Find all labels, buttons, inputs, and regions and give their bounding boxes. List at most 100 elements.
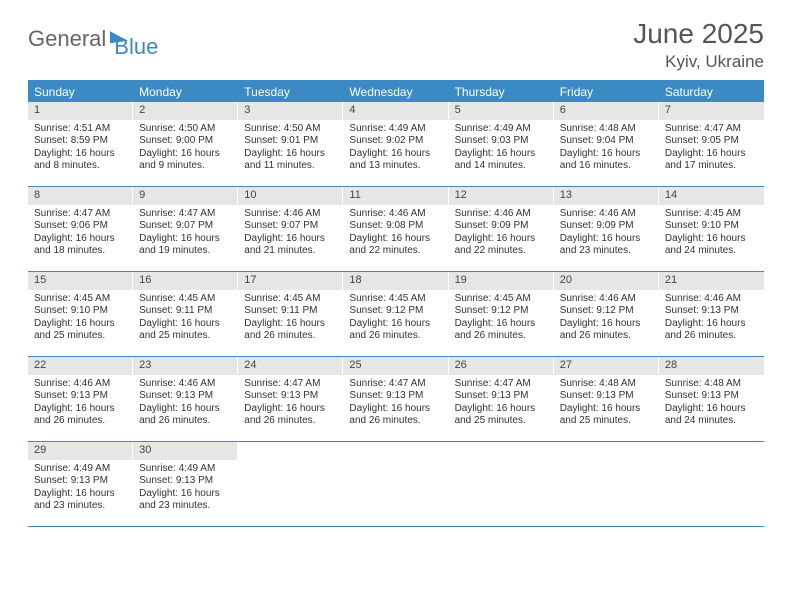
week-row: 8Sunrise: 4:47 AMSunset: 9:06 PMDaylight… xyxy=(28,187,764,272)
sunrise-line: Sunrise: 4:47 AM xyxy=(349,378,442,391)
daylight-line: Daylight: 16 hours and 24 minutes. xyxy=(665,233,758,258)
day-cell: 18Sunrise: 4:45 AMSunset: 9:12 PMDayligh… xyxy=(343,272,448,356)
daylight-line: Daylight: 16 hours and 26 minutes. xyxy=(34,403,127,428)
sunrise-line: Sunrise: 4:46 AM xyxy=(349,208,442,221)
day-body: Sunrise: 4:47 AMSunset: 9:13 PMDaylight:… xyxy=(449,375,554,432)
sunrise-line: Sunrise: 4:48 AM xyxy=(560,378,653,391)
day-body: Sunrise: 4:49 AMSunset: 9:02 PMDaylight:… xyxy=(343,120,448,177)
day-number: 20 xyxy=(554,272,659,290)
sunrise-line: Sunrise: 4:46 AM xyxy=(139,378,232,391)
sunrise-line: Sunrise: 4:50 AM xyxy=(244,123,337,136)
day-number: 2 xyxy=(133,102,238,120)
day-body: Sunrise: 4:45 AMSunset: 9:12 PMDaylight:… xyxy=(343,290,448,347)
sunrise-line: Sunrise: 4:49 AM xyxy=(455,123,548,136)
day-cell xyxy=(449,442,554,526)
week-row: 1Sunrise: 4:51 AMSunset: 8:59 PMDaylight… xyxy=(28,102,764,187)
day-cell: 2Sunrise: 4:50 AMSunset: 9:00 PMDaylight… xyxy=(133,102,238,186)
sunset-line: Sunset: 9:08 PM xyxy=(349,220,442,233)
daylight-line: Daylight: 16 hours and 26 minutes. xyxy=(560,318,653,343)
sunrise-line: Sunrise: 4:48 AM xyxy=(665,378,758,391)
day-cell: 7Sunrise: 4:47 AMSunset: 9:05 PMDaylight… xyxy=(659,102,764,186)
sunset-line: Sunset: 9:13 PM xyxy=(34,475,127,488)
day-body: Sunrise: 4:46 AMSunset: 9:12 PMDaylight:… xyxy=(554,290,659,347)
day-cell: 15Sunrise: 4:45 AMSunset: 9:10 PMDayligh… xyxy=(28,272,133,356)
day-number: 22 xyxy=(28,357,133,375)
sunrise-line: Sunrise: 4:45 AM xyxy=(244,293,337,306)
daylight-line: Daylight: 16 hours and 26 minutes. xyxy=(349,318,442,343)
logo: General Blue xyxy=(28,18,158,60)
day-body: Sunrise: 4:48 AMSunset: 9:13 PMDaylight:… xyxy=(659,375,764,432)
day-number: 18 xyxy=(343,272,448,290)
day-cell: 4Sunrise: 4:49 AMSunset: 9:02 PMDaylight… xyxy=(343,102,448,186)
day-cell xyxy=(659,442,764,526)
weekday-header: Monday xyxy=(133,82,238,102)
day-number: 25 xyxy=(343,357,448,375)
day-body: Sunrise: 4:45 AMSunset: 9:10 PMDaylight:… xyxy=(659,205,764,262)
sunrise-line: Sunrise: 4:45 AM xyxy=(455,293,548,306)
sunset-line: Sunset: 9:13 PM xyxy=(139,390,232,403)
weekday-header-row: SundayMondayTuesdayWednesdayThursdayFrid… xyxy=(28,82,764,102)
day-body: Sunrise: 4:50 AMSunset: 9:01 PMDaylight:… xyxy=(238,120,343,177)
sunrise-line: Sunrise: 4:47 AM xyxy=(455,378,548,391)
sunset-line: Sunset: 9:05 PM xyxy=(665,135,758,148)
day-cell: 5Sunrise: 4:49 AMSunset: 9:03 PMDaylight… xyxy=(449,102,554,186)
day-body: Sunrise: 4:46 AMSunset: 9:13 PMDaylight:… xyxy=(28,375,133,432)
day-body: Sunrise: 4:47 AMSunset: 9:07 PMDaylight:… xyxy=(133,205,238,262)
sunset-line: Sunset: 9:00 PM xyxy=(139,135,232,148)
day-cell: 22Sunrise: 4:46 AMSunset: 9:13 PMDayligh… xyxy=(28,357,133,441)
sunrise-line: Sunrise: 4:49 AM xyxy=(349,123,442,136)
day-body: Sunrise: 4:47 AMSunset: 9:05 PMDaylight:… xyxy=(659,120,764,177)
daylight-line: Daylight: 16 hours and 8 minutes. xyxy=(34,148,127,173)
day-cell: 20Sunrise: 4:46 AMSunset: 9:12 PMDayligh… xyxy=(554,272,659,356)
sunset-line: Sunset: 9:12 PM xyxy=(349,305,442,318)
day-number: 4 xyxy=(343,102,448,120)
day-number: 23 xyxy=(133,357,238,375)
day-cell: 11Sunrise: 4:46 AMSunset: 9:08 PMDayligh… xyxy=(343,187,448,271)
day-body: Sunrise: 4:45 AMSunset: 9:11 PMDaylight:… xyxy=(133,290,238,347)
daylight-line: Daylight: 16 hours and 25 minutes. xyxy=(139,318,232,343)
daylight-line: Daylight: 16 hours and 22 minutes. xyxy=(349,233,442,258)
day-cell: 3Sunrise: 4:50 AMSunset: 9:01 PMDaylight… xyxy=(238,102,343,186)
sunset-line: Sunset: 9:01 PM xyxy=(244,135,337,148)
day-cell: 25Sunrise: 4:47 AMSunset: 9:13 PMDayligh… xyxy=(343,357,448,441)
daylight-line: Daylight: 16 hours and 26 minutes. xyxy=(455,318,548,343)
sunset-line: Sunset: 9:07 PM xyxy=(139,220,232,233)
day-cell: 29Sunrise: 4:49 AMSunset: 9:13 PMDayligh… xyxy=(28,442,133,526)
sunrise-line: Sunrise: 4:46 AM xyxy=(34,378,127,391)
day-number: 3 xyxy=(238,102,343,120)
daylight-line: Daylight: 16 hours and 18 minutes. xyxy=(34,233,127,258)
calendar: SundayMondayTuesdayWednesdayThursdayFrid… xyxy=(28,80,764,527)
day-cell: 26Sunrise: 4:47 AMSunset: 9:13 PMDayligh… xyxy=(449,357,554,441)
day-body: Sunrise: 4:45 AMSunset: 9:10 PMDaylight:… xyxy=(28,290,133,347)
week-row: 15Sunrise: 4:45 AMSunset: 9:10 PMDayligh… xyxy=(28,272,764,357)
day-number: 8 xyxy=(28,187,133,205)
sunrise-line: Sunrise: 4:48 AM xyxy=(560,123,653,136)
day-number: 5 xyxy=(449,102,554,120)
day-body: Sunrise: 4:48 AMSunset: 9:13 PMDaylight:… xyxy=(554,375,659,432)
sunrise-line: Sunrise: 4:46 AM xyxy=(455,208,548,221)
weekday-header: Tuesday xyxy=(238,82,343,102)
day-number: 29 xyxy=(28,442,133,460)
sunset-line: Sunset: 9:02 PM xyxy=(349,135,442,148)
sunset-line: Sunset: 9:13 PM xyxy=(34,390,127,403)
day-cell: 12Sunrise: 4:46 AMSunset: 9:09 PMDayligh… xyxy=(449,187,554,271)
day-body: Sunrise: 4:49 AMSunset: 9:03 PMDaylight:… xyxy=(449,120,554,177)
sunset-line: Sunset: 9:06 PM xyxy=(34,220,127,233)
day-body: Sunrise: 4:47 AMSunset: 9:06 PMDaylight:… xyxy=(28,205,133,262)
daylight-line: Daylight: 16 hours and 13 minutes. xyxy=(349,148,442,173)
daylight-line: Daylight: 16 hours and 26 minutes. xyxy=(244,318,337,343)
day-number: 30 xyxy=(133,442,238,460)
daylight-line: Daylight: 16 hours and 25 minutes. xyxy=(34,318,127,343)
sunrise-line: Sunrise: 4:46 AM xyxy=(560,293,653,306)
sunrise-line: Sunrise: 4:45 AM xyxy=(139,293,232,306)
sunrise-line: Sunrise: 4:46 AM xyxy=(665,293,758,306)
sunset-line: Sunset: 8:59 PM xyxy=(34,135,127,148)
day-body: Sunrise: 4:47 AMSunset: 9:13 PMDaylight:… xyxy=(343,375,448,432)
sunrise-line: Sunrise: 4:45 AM xyxy=(34,293,127,306)
day-body: Sunrise: 4:47 AMSunset: 9:13 PMDaylight:… xyxy=(238,375,343,432)
day-number: 16 xyxy=(133,272,238,290)
day-body: Sunrise: 4:46 AMSunset: 9:13 PMDaylight:… xyxy=(133,375,238,432)
daylight-line: Daylight: 16 hours and 26 minutes. xyxy=(244,403,337,428)
daylight-line: Daylight: 16 hours and 25 minutes. xyxy=(455,403,548,428)
daylight-line: Daylight: 16 hours and 23 minutes. xyxy=(560,233,653,258)
